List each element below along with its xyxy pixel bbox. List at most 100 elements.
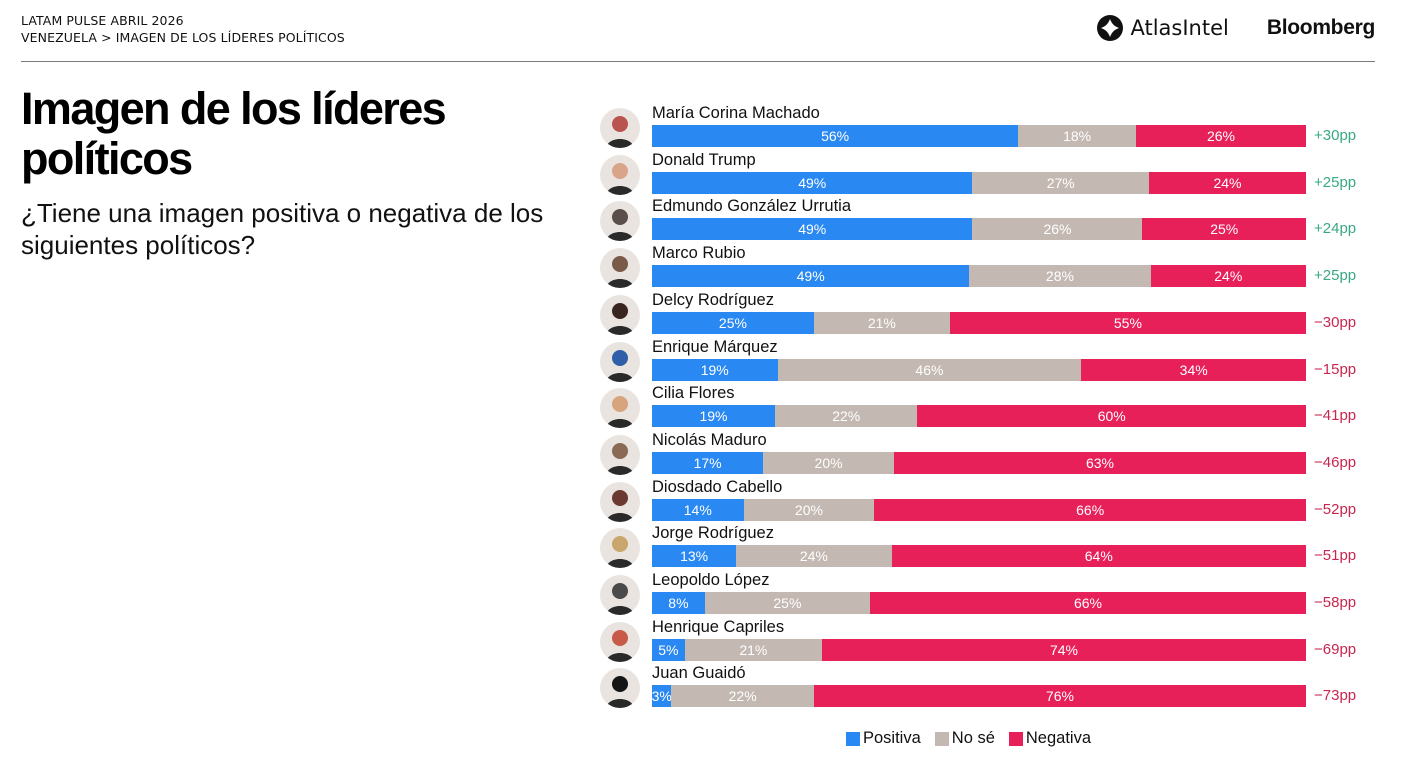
legend-label: Negativa xyxy=(1025,729,1092,747)
chart-row: María Corina Machado 56% 18% 26% +30pp xyxy=(600,104,1390,152)
bar-segment-negativa: 64% xyxy=(891,545,1306,568)
breadcrumb: VENEZUELA > IMAGEN DE LOS LÍDERES POLÍTI… xyxy=(21,30,345,45)
bar-segment-positiva: 25% xyxy=(652,311,814,334)
bar-segment-positiva: 49% xyxy=(652,218,973,241)
bar-segment-negativa: 66% xyxy=(869,592,1306,614)
data-label: 56% xyxy=(821,128,850,144)
bar-segment-negativa: 24% xyxy=(1149,171,1306,194)
stacked-bar: 3% 22% 76% xyxy=(651,685,1306,708)
stacked-bar: 49% 27% 24% xyxy=(652,171,1306,194)
stacked-bar: 17% 20% 63% xyxy=(652,451,1306,474)
net-difference-label: −51pp xyxy=(1314,547,1357,565)
stacked-bar: 13% 24% 64% xyxy=(652,545,1306,568)
legend-label: No sé xyxy=(951,729,995,747)
data-label: 27% xyxy=(1046,174,1075,191)
report-header: LATAM PULSE ABRIL 2026 VENEZUELA > IMAGE… xyxy=(21,12,345,46)
net-difference-label: −73pp xyxy=(1314,687,1357,705)
data-label: 49% xyxy=(798,174,827,191)
data-label: 22% xyxy=(728,688,757,705)
politician-name: Jorge Rodríguez xyxy=(652,524,774,543)
data-label: 63% xyxy=(1085,454,1114,471)
chart-row: Juan Guaidó 3% 22% 76% −73pp xyxy=(600,664,1390,712)
bar-segment-no-se: 26% xyxy=(972,218,1143,241)
politician-avatar xyxy=(600,201,640,242)
stacked-bar: 56% 18% 26% xyxy=(652,125,1306,147)
data-label: 19% xyxy=(700,361,729,378)
bar-segment-negativa: 34% xyxy=(1081,358,1306,381)
data-label: 5% xyxy=(658,641,679,658)
data-label: 24% xyxy=(1214,268,1243,285)
data-label: 49% xyxy=(796,268,825,285)
bar-segment-negativa: 60% xyxy=(917,405,1306,428)
chart-row: Nicolás Maduro 17% 20% 63% −46pp xyxy=(600,431,1390,479)
bar-segment-no-se: 22% xyxy=(775,405,918,428)
legend-item-no-se: No sé xyxy=(934,729,995,748)
bar-segment-no-se: 27% xyxy=(972,171,1150,194)
bar-segment-no-se: 20% xyxy=(743,498,875,521)
net-difference-label: −30pp xyxy=(1314,313,1357,331)
chart-row: Leopoldo López 8% 25% 66% −58pp xyxy=(600,571,1390,619)
bar-segment-positiva: 56% xyxy=(652,125,1019,147)
politician-avatar xyxy=(600,154,640,195)
report-kicker: LATAM PULSE ABRIL 2026 xyxy=(21,13,184,28)
bar-segment-positiva: 49% xyxy=(652,265,970,288)
bar-segment-no-se: 18% xyxy=(1018,125,1136,147)
politician-name: Cilia Flores xyxy=(652,384,735,403)
data-label: 25% xyxy=(718,314,747,331)
bar-segment-no-se: 22% xyxy=(671,685,814,708)
data-label: 3% xyxy=(651,688,672,705)
stacked-bar: 25% 21% 55% xyxy=(652,311,1306,334)
politician-avatar xyxy=(600,388,640,429)
data-label: 13% xyxy=(680,548,709,565)
data-label: 21% xyxy=(867,314,896,331)
politician-avatar xyxy=(600,528,640,569)
politician-name: Edmundo González Urrutia xyxy=(652,197,852,216)
chart-row: Enrique Márquez 19% 46% 34% −15pp xyxy=(600,338,1390,386)
net-difference-label: +25pp xyxy=(1314,267,1357,285)
politician-name: Marco Rubio xyxy=(652,244,746,263)
bar-segment-positiva: 19% xyxy=(652,405,776,428)
chart-legend: Positiva No sé Negativa xyxy=(846,729,1091,748)
politician-avatar xyxy=(600,621,640,662)
legend-swatch xyxy=(934,731,949,746)
bar-segment-negativa: 26% xyxy=(1135,125,1306,147)
bar-segment-no-se: 20% xyxy=(763,451,894,474)
bar-segment-negativa: 25% xyxy=(1142,218,1306,241)
net-difference-label: +30pp xyxy=(1314,127,1357,144)
bar-segment-negativa: 63% xyxy=(893,451,1306,474)
bar-segment-no-se: 25% xyxy=(704,592,870,614)
politician-avatar xyxy=(600,294,640,335)
bar-segment-positiva: 3% xyxy=(651,685,672,708)
politician-avatar xyxy=(600,668,640,709)
stacked-bar: 8% 25% 66% xyxy=(652,592,1306,614)
data-label: 21% xyxy=(739,641,768,658)
data-label: 28% xyxy=(1045,268,1074,285)
atlasintel-wordmark: AtlasIntel xyxy=(1130,16,1229,40)
net-difference-label: −58pp xyxy=(1314,594,1357,611)
data-label: 76% xyxy=(1045,688,1074,705)
bar-segment-no-se: 28% xyxy=(969,265,1151,288)
legend-item-negativa: Negativa xyxy=(1008,729,1092,748)
bar-segment-positiva: 13% xyxy=(652,545,737,568)
data-label: 66% xyxy=(1076,501,1105,518)
logos: AtlasIntel Bloomberg xyxy=(1096,14,1375,42)
politician-avatar xyxy=(600,481,640,522)
politician-avatar xyxy=(600,341,640,382)
politician-avatar xyxy=(600,248,640,289)
politician-avatar xyxy=(600,108,640,148)
net-difference-label: +24pp xyxy=(1314,220,1357,238)
chart-row: Cilia Flores 19% 22% 60% −41pp xyxy=(600,384,1390,432)
bar-segment-no-se: 21% xyxy=(813,311,950,334)
legend-item-positiva: Positiva xyxy=(846,729,921,748)
data-label: 18% xyxy=(1063,128,1092,144)
bar-segment-positiva: 49% xyxy=(652,171,973,194)
bar-segment-negativa: 24% xyxy=(1150,265,1306,288)
politician-name: Leopoldo López xyxy=(652,571,770,589)
bar-segment-negativa: 76% xyxy=(813,685,1306,708)
data-label: 24% xyxy=(799,548,828,565)
data-label: 55% xyxy=(1113,314,1142,331)
bar-segment-positiva: 14% xyxy=(652,498,744,521)
question-subtitle: ¿Tiene una imagen positiva o negativa de… xyxy=(21,198,544,260)
chart-row: Marco Rubio 49% 28% 24% +25pp xyxy=(600,244,1390,292)
data-label: 25% xyxy=(773,595,802,611)
